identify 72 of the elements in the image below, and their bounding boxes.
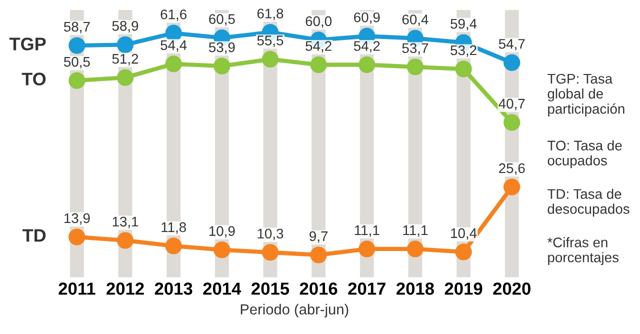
point <box>214 58 230 74</box>
point <box>310 246 327 264</box>
data-label: 60,9 <box>354 12 380 24</box>
data-label: 9,7 <box>310 231 328 243</box>
point <box>165 56 182 72</box>
data-label: 54,2 <box>306 41 332 53</box>
x-axis-title: Periodo (abr-jun) <box>240 304 348 318</box>
point <box>116 69 134 86</box>
point <box>214 241 230 258</box>
point <box>504 178 520 196</box>
data-label: 59,4 <box>450 18 477 30</box>
point <box>310 56 327 74</box>
x-tick-label: 2017 <box>348 282 386 295</box>
data-label: 11,1 <box>403 225 428 237</box>
x-tick-label: 2019 <box>444 282 482 295</box>
point <box>455 244 472 260</box>
point <box>116 36 134 54</box>
data-label: 40,7 <box>498 98 525 110</box>
x-tick-label: 2016 <box>300 282 338 295</box>
point <box>68 228 86 246</box>
point <box>68 37 86 54</box>
data-label: 55,5 <box>257 36 284 47</box>
data-label: 53,9 <box>208 42 235 54</box>
data-label: 60,0 <box>306 16 332 28</box>
point <box>504 114 520 131</box>
data-label: 13,1 <box>112 216 138 228</box>
data-label: 10,3 <box>258 228 284 240</box>
point <box>358 56 376 74</box>
x-tick-label: 2014 <box>203 282 242 295</box>
text: TD: Tasa de desocupados <box>548 188 630 217</box>
data-label: 10,9 <box>209 226 235 238</box>
text: *Cifras en porcentajes <box>547 237 619 266</box>
x-tick-label: 2011 <box>58 282 96 295</box>
data-label: 61,8 <box>257 8 284 20</box>
data-label: 53,7 <box>402 43 428 55</box>
x-tick-label: 2013 <box>154 282 192 295</box>
data-label: 13,9 <box>64 213 90 225</box>
data-label: 54,7 <box>498 39 525 50</box>
data-label: 50,5 <box>64 56 90 68</box>
point <box>262 244 279 261</box>
text: TGP: Tasa global de participación <box>548 74 624 117</box>
data-label: 25,6 <box>499 163 525 175</box>
x-tick-label: 2012 <box>106 282 144 295</box>
data-label: 58,9 <box>112 20 138 32</box>
data-label: 60,4 <box>402 14 428 26</box>
x-tick-label: 2018 <box>396 282 434 295</box>
point <box>455 60 472 78</box>
point <box>165 238 182 254</box>
point <box>358 240 376 258</box>
text: TO: Tasa de ocupados <box>548 140 622 168</box>
x-tick-label: 2020 <box>493 282 530 295</box>
data-label: 51,2 <box>112 54 138 66</box>
point <box>406 240 424 258</box>
data-label: 53,2 <box>450 45 476 57</box>
point <box>406 58 424 76</box>
series-label: TO <box>22 72 46 86</box>
data-label: 10,4 <box>451 228 477 240</box>
point <box>116 232 134 249</box>
data-label: 11,1 <box>354 225 380 237</box>
data-label: 54,2 <box>354 41 380 53</box>
point <box>262 50 279 68</box>
data-label: 60,5 <box>209 14 235 26</box>
data-label: 11,8 <box>162 222 186 234</box>
series-label: TGP <box>9 38 46 50</box>
series-label: TD <box>22 229 46 242</box>
data-label: 54,4 <box>160 40 187 52</box>
point <box>165 24 182 42</box>
point <box>68 72 86 89</box>
x-tick-label: 2015 <box>252 282 290 295</box>
point <box>504 54 520 71</box>
data-label: 58,7 <box>64 22 90 34</box>
data-label: 61,6 <box>160 9 186 21</box>
